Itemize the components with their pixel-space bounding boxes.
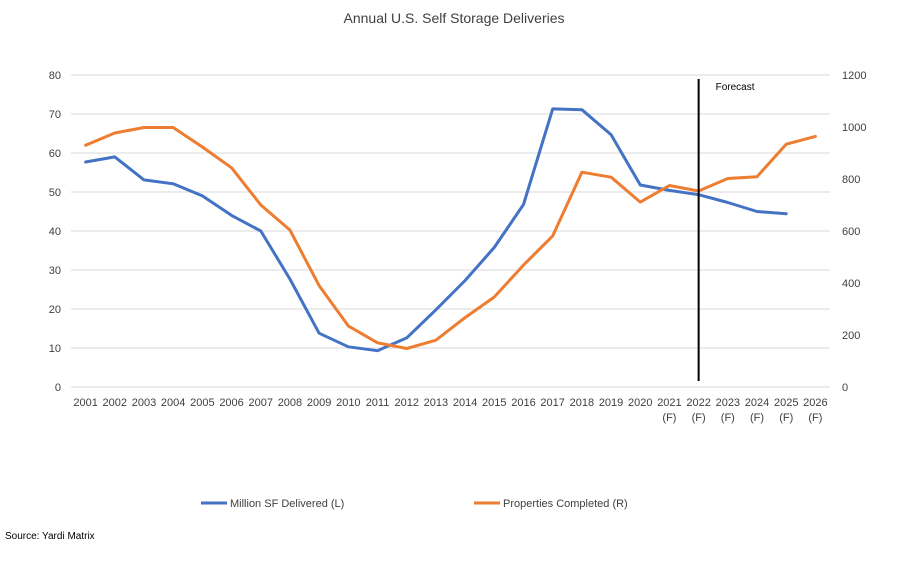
x-tick-label: 2004 xyxy=(161,397,185,409)
x-tick-label: 2010 xyxy=(336,397,360,409)
right-tick-label: 200 xyxy=(842,330,860,342)
x-tick-label: 2009 xyxy=(307,397,331,409)
source-note: Source: Yardi Matrix xyxy=(5,531,95,542)
chart-title: Annual U.S. Self Storage Deliveries xyxy=(344,10,565,26)
series-line-1 xyxy=(84,126,817,350)
left-tick-label: 10 xyxy=(49,343,61,355)
left-tick-label: 60 xyxy=(49,148,61,160)
x-tick-label: 2008 xyxy=(278,397,302,409)
x-tick-label: 2023 (F) xyxy=(716,397,740,424)
x-tick-label: 2024 (F) xyxy=(745,397,769,424)
series-lines xyxy=(84,107,817,353)
x-tick-label: 2022 (F) xyxy=(686,397,710,424)
left-tick-label: 70 xyxy=(49,109,61,121)
x-tick-label: 2013 xyxy=(424,397,448,409)
x-tick-label: 2020 xyxy=(628,397,652,409)
left-tick-label: 50 xyxy=(49,187,61,199)
right-axis-ticks: 0 200 400 600 800 1000 1200 xyxy=(842,70,866,394)
gridlines xyxy=(71,74,830,388)
right-tick-label: 1200 xyxy=(842,70,866,82)
x-tick-label: 2016 xyxy=(511,397,535,409)
series-line-0 xyxy=(84,107,788,353)
x-tick-label: 2025 (F) xyxy=(774,397,798,424)
right-tick-label: 1000 xyxy=(842,122,866,134)
x-tick-label: 2006 xyxy=(219,397,243,409)
legend: Million SF Delivered (L) Properties Compl… xyxy=(201,498,628,510)
left-tick-label: 0 xyxy=(55,382,61,394)
x-tick-label: 2026 (F) xyxy=(803,397,827,424)
x-tick-label: 2018 xyxy=(570,397,594,409)
x-tick-label: 2003 xyxy=(132,397,156,409)
x-tick-label: 2019 xyxy=(599,397,623,409)
x-tick-label: 2001 xyxy=(73,397,97,409)
x-tick-label: 2005 xyxy=(190,397,214,409)
x-tick-label: 2012 xyxy=(394,397,418,409)
legend-label-1: Properties Completed (R) xyxy=(503,498,628,510)
x-tick-label: 2007 xyxy=(249,397,273,409)
x-tick-label: 2021 (F) xyxy=(657,397,681,424)
left-tick-label: 30 xyxy=(49,265,61,277)
x-tick-label: 2002 xyxy=(103,397,127,409)
left-tick-label: 20 xyxy=(49,304,61,316)
right-tick-label: 800 xyxy=(842,174,860,186)
x-axis-ticks: 2001 2002 2003 2004 2005 2006 2007 2008 2009 2010… xyxy=(73,397,827,424)
left-tick-label: 40 xyxy=(49,226,61,238)
right-tick-label: 0 xyxy=(842,382,848,394)
right-tick-label: 400 xyxy=(842,278,860,290)
right-tick-label: 600 xyxy=(842,226,860,238)
left-tick-label: 80 xyxy=(49,70,61,82)
x-tick-label: 2014 xyxy=(453,397,477,409)
forecast-label: Forecast xyxy=(716,82,755,93)
legend-label-0: Million SF Delivered (L) xyxy=(230,498,344,510)
x-tick-label: 2017 xyxy=(540,397,564,409)
x-tick-label: 2015 xyxy=(482,397,506,409)
left-axis-ticks: 0 10 20 30 40 50 60 70 80 xyxy=(49,70,61,394)
x-tick-label: 2011 xyxy=(366,397,390,409)
